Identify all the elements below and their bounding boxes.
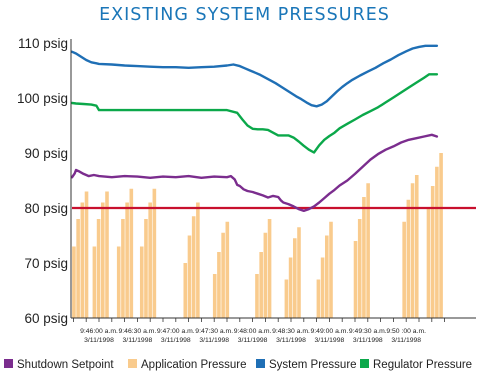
series-lines [70,44,439,213]
application-pressure-bar [72,246,76,318]
application-pressure-bar [101,202,105,318]
application-pressure-bar [439,153,443,318]
legend-label-shutdown-setpoint: Shutdown Setpoint [17,359,114,371]
application-pressure-bars [72,153,443,318]
x-tick-label: 9:46:30 a.m. [119,328,157,335]
legend-label-system-pressure: System Pressure [269,359,357,371]
y-tick-labels: 110 psig 100 psig 90 psig 80 psig 70 psig 60 … [17,36,68,326]
chart-title: EXISTING SYSTEM PRESSURES [99,5,390,25]
application-pressure-bar [255,274,259,318]
application-pressure-bar [263,232,268,318]
application-pressure-bar [212,274,217,318]
application-pressure-bar [183,263,188,318]
x-tick-labels: 9:46:00 a.m. 3/11/1998 9:46:30 a.m. 3/11/19… [73,318,446,344]
application-pressure-bar [320,257,325,318]
application-pressure-bar [152,188,157,318]
x-tick-date: 3/11/1998 [161,337,191,344]
x-tick-date: 3/11/1998 [353,337,383,344]
system-pressure-line [70,44,439,108]
x-tick-label: 9:49:30 a.m. [349,328,387,335]
application-pressure-bar [362,197,366,318]
application-pressure-bar [414,175,419,318]
x-tick-date: 3/11/1998 [391,337,421,344]
application-pressure-bar [191,216,196,318]
application-pressure-bar [105,191,109,318]
application-pressure-bar [80,202,85,318]
application-pressure-bar [426,208,431,318]
legend-swatch-system-pressure [256,359,265,368]
application-pressure-bar [435,166,439,318]
x-tick-date: 3/11/1998 [123,337,153,344]
application-pressure-bar [144,219,148,318]
application-pressure-bar [187,235,192,318]
application-pressure-bar [121,219,125,318]
application-pressure-bar [430,186,435,318]
application-pressure-bar [225,221,230,318]
application-pressure-bar [357,219,362,318]
x-tick-label: 9:50 :00 a.m. [386,328,426,335]
application-pressure-bar [284,279,289,318]
x-tick-label: 9:47:00 a.m. [157,328,195,335]
y-tick-label: 60 psig [24,311,68,326]
application-pressure-bar [96,219,101,318]
x-tick-date: 3/11/1998 [238,337,268,344]
application-pressure-bar [221,232,225,318]
x-tick-date: 3/11/1998 [276,337,306,344]
x-tick-label: 9:46:00 a.m. [80,328,118,335]
application-pressure-bar [196,202,200,318]
application-pressure-bar [406,199,411,318]
legend-label-application-pressure: Application Pressure [141,359,246,371]
application-pressure-bar [129,188,134,318]
application-pressure-bar [288,257,293,318]
x-tick-label: 9:48:00 a.m. [234,328,272,335]
application-pressure-bar [259,252,263,318]
application-pressure-bar [84,191,89,318]
application-pressure-bar [116,246,121,318]
y-tick-label: 90 psig [24,146,68,161]
application-pressure-bar [297,227,301,318]
application-pressure-bar [125,202,129,318]
application-pressure-bar [353,241,358,318]
y-tick-label: 100 psig [17,91,68,106]
application-pressure-bar [92,246,97,318]
legend-swatch-regulator-pressure [360,359,369,368]
application-pressure-bar [217,252,221,318]
legend-swatch-application-pressure [128,359,137,368]
application-pressure-bar [410,183,415,318]
legend-label-regulator-pressure: Regulator Pressure [373,359,472,371]
x-tick-label: 9:48:30 a.m. [272,328,310,335]
application-pressure-bar [316,279,321,318]
x-tick-label: 9:49:00 a.m. [311,328,349,335]
y-tick-label: 70 psig [24,256,68,271]
application-pressure-bar [402,221,406,318]
y-tick-label: 80 psig [24,201,68,216]
application-pressure-bar [148,202,152,318]
y-tick-label: 110 psig [18,36,68,51]
application-pressure-bar [325,235,329,318]
legend-swatch-shutdown-setpoint [4,359,13,368]
application-pressure-bar [293,238,297,318]
application-pressure-bar [329,221,333,318]
x-tick-date: 3/11/1998 [315,337,345,344]
regulator-pressure-line [70,73,439,154]
legend: Shutdown Setpoint Application Pressure Sys… [4,359,472,371]
application-pressure-bar [267,219,272,318]
x-tick-label: 9:47:30 a.m. [195,328,233,335]
x-tick-date: 3/11/1998 [84,337,114,344]
shutdown-setpoint-line [70,133,439,213]
application-pressure-bar [76,219,80,318]
application-pressure-bar [366,183,370,318]
application-pressure-bar [139,246,144,318]
x-tick-date: 3/11/1998 [199,337,229,344]
